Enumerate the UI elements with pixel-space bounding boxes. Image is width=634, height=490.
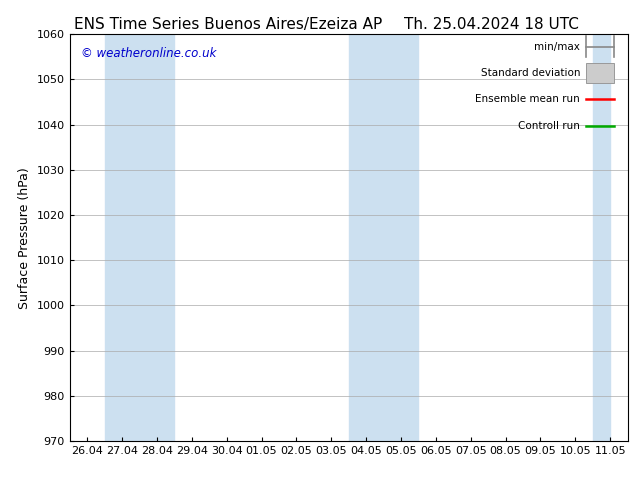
Text: min/max: min/max xyxy=(534,42,580,51)
Bar xyxy=(593,34,610,441)
Text: ENS Time Series Buenos Aires/Ezeiza AP: ENS Time Series Buenos Aires/Ezeiza AP xyxy=(74,17,382,32)
Bar xyxy=(349,34,418,441)
Bar xyxy=(586,63,614,83)
Text: © weatheronline.co.uk: © weatheronline.co.uk xyxy=(81,47,216,59)
Text: Th. 25.04.2024 18 UTC: Th. 25.04.2024 18 UTC xyxy=(404,17,579,32)
Title: ENS Time Series Buenos Aires/Ezeiza AP      Th. 25.04.2024 18 UTC: ENS Time Series Buenos Aires/Ezeiza AP T… xyxy=(0,489,1,490)
Text: Standard deviation: Standard deviation xyxy=(481,68,580,78)
Text: Controll run: Controll run xyxy=(519,121,580,131)
Text: Ensemble mean run: Ensemble mean run xyxy=(476,95,580,104)
Y-axis label: Surface Pressure (hPa): Surface Pressure (hPa) xyxy=(18,167,31,309)
Bar xyxy=(105,34,174,441)
